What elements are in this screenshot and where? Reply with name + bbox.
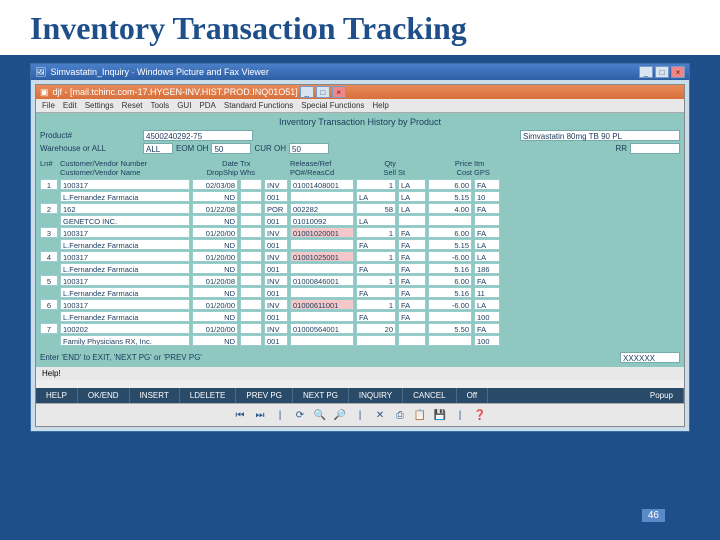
- close-button[interactable]: ×: [671, 66, 685, 78]
- table-subrow: GENETCO INC.ND00101010092LA: [40, 215, 680, 226]
- menubar: File Edit Settings Reset Tools GUI PDA Standard…: [36, 99, 684, 113]
- table-subrow: L.Fernandez FarmaciaND001LALA5.1510: [40, 191, 680, 202]
- inner-maximize-button[interactable]: □: [316, 86, 330, 98]
- inner-titlebar: ▣ djf - [mail.tchinc.com-17.HYGEN-INV.HI…: [36, 85, 684, 99]
- table-row[interactable]: 610031701/20/00INV010006110011FA-6.00LA: [40, 299, 680, 310]
- menu-gui[interactable]: GUI: [177, 101, 191, 110]
- help-insert[interactable]: INSERT: [130, 388, 180, 403]
- curoh-field: 50: [289, 143, 329, 154]
- inner-minimize-button[interactable]: _: [300, 86, 314, 98]
- help-next-pg[interactable]: NEXT PG: [293, 388, 349, 403]
- prompt-input[interactable]: XXXXXX: [620, 352, 680, 363]
- col-trx: Trx Whs: [240, 159, 262, 177]
- table-subrow: Family Physicians RX, Inc.ND001100: [40, 335, 680, 346]
- help-ldelete[interactable]: LDELETE: [180, 388, 237, 403]
- menu-special-functions[interactable]: Special Functions: [301, 101, 364, 110]
- table-subrow: L.Fernandez FarmaciaND001FAFA5.1611: [40, 287, 680, 298]
- eomoh-label: EOM OH: [176, 144, 208, 153]
- slide-title: Inventory Transaction Tracking: [0, 0, 720, 55]
- col-cust: Customer/Vendor Number Customer/Vendor N…: [60, 159, 190, 177]
- slide-number: 46: [642, 509, 665, 522]
- product-number-field[interactable]: 4500240292-75: [143, 130, 253, 141]
- col-ln: Ln#: [40, 159, 58, 177]
- toolbar-icon-0[interactable]: ⏮: [233, 408, 247, 422]
- warehouse-field[interactable]: ALL: [143, 143, 173, 154]
- toolbar-icon-8[interactable]: ⎙: [393, 408, 407, 422]
- table-header: Ln# Customer/Vendor Number Customer/Vend…: [40, 157, 680, 179]
- table-row[interactable]: 310031701/20/00INV010010200011FA6.00FA: [40, 227, 680, 238]
- toolbar-icon-1[interactable]: ⏭: [253, 408, 267, 422]
- eomoh-field: 50: [211, 143, 251, 154]
- outer-titlebar: 🖼 Simvastatin_Inquiry · Windows Picture …: [31, 64, 689, 80]
- table-row[interactable]: 410031701/20/00INV010010250011FA-6.00LA: [40, 251, 680, 262]
- col-date: Date DropShip: [192, 159, 238, 177]
- product-label: Product#: [40, 131, 140, 140]
- help-prev-pg[interactable]: PREV PG: [236, 388, 293, 403]
- toolbar-icon-12[interactable]: ❓: [473, 408, 487, 422]
- toolbar-icon-4[interactable]: 🔍: [313, 408, 327, 422]
- help-ok-end[interactable]: OK/END: [78, 388, 130, 403]
- inner-window-title: djf - [mail.tchinc.com-17.HYGEN-INV.HIST…: [53, 87, 298, 97]
- toolbar-icon-7[interactable]: ✕: [373, 408, 387, 422]
- menu-settings[interactable]: Settings: [85, 101, 114, 110]
- minimize-button[interactable]: _: [639, 66, 653, 78]
- help-off[interactable]: Off: [457, 388, 489, 403]
- table-row[interactable]: 710020201/20/00INV01000564001205.50FA: [40, 323, 680, 334]
- footer-prompt: Enter 'END' to EXIT, 'NEXT PG' or 'PREV …: [40, 352, 680, 363]
- menu-help[interactable]: Help: [372, 101, 388, 110]
- viewer-toolbar: ⏮ ⏭ | ⟳ 🔍 🔎 | ✕ ⎙ 📋 💾 | ❓: [36, 403, 684, 426]
- help-popup[interactable]: Popup: [640, 388, 684, 403]
- product-row: Product# 4500240292-75 Simvastatin 80mg …: [40, 130, 680, 141]
- help-label: Help!: [36, 367, 684, 380]
- rr-field: [630, 143, 680, 154]
- toolbar-icon-5[interactable]: 🔎: [333, 408, 347, 422]
- inner-window: ▣ djf - [mail.tchinc.com-17.HYGEN-INV.HI…: [35, 84, 685, 427]
- warehouse-label: Warehouse or ALL: [40, 144, 140, 153]
- help-cancel[interactable]: CANCEL: [403, 388, 456, 403]
- help-help[interactable]: HELP: [36, 388, 78, 403]
- toolbar-icon-3[interactable]: ⟳: [293, 408, 307, 422]
- table-body: 110031702/03/08INV010014080011LA6.00FAL.…: [40, 179, 680, 346]
- col-price: Price Cost: [428, 159, 472, 177]
- outer-window-title: Simvastatin_Inquiry · Windows Picture an…: [50, 67, 268, 77]
- history-table: Ln# Customer/Vendor Number Customer/Vend…: [40, 157, 680, 346]
- col-qty: Qty Sell: [356, 159, 396, 177]
- table-row[interactable]: 216201/22/08POR00228258LA4.00FA: [40, 203, 680, 214]
- app-icon: 🖼: [35, 67, 46, 78]
- help-inquiry[interactable]: INQUIRY: [349, 388, 403, 403]
- col-st: St: [398, 159, 426, 177]
- outer-window: 🖼 Simvastatin_Inquiry · Windows Picture …: [30, 63, 690, 432]
- menu-standard-functions[interactable]: Standard Functions: [224, 101, 293, 110]
- menu-file[interactable]: File: [42, 101, 55, 110]
- col-itm: Itm GPS: [474, 159, 500, 177]
- table-row[interactable]: 510031701/20/08INV010008460011FA6.00FA: [40, 275, 680, 286]
- screen-heading: Inventory Transaction History by Product: [40, 117, 680, 127]
- table-subrow: L.Fernandez FarmaciaND001FAFA5.16186: [40, 263, 680, 274]
- inner-close-button[interactable]: ×: [332, 86, 346, 98]
- warehouse-row: Warehouse or ALL ALL EOM OH 50 CUR OH 50…: [40, 143, 680, 154]
- inner-app-icon: ▣: [40, 87, 49, 98]
- table-subrow: L.Fernandez FarmaciaND001FAFA100: [40, 311, 680, 322]
- toolbar-icon-10[interactable]: 💾: [433, 408, 447, 422]
- maximize-button[interactable]: □: [655, 66, 669, 78]
- menu-reset[interactable]: Reset: [122, 101, 143, 110]
- toolbar-icon-2: |: [273, 408, 287, 422]
- menu-tools[interactable]: Tools: [151, 101, 170, 110]
- table-row[interactable]: 110031702/03/08INV010014080011LA6.00FA: [40, 179, 680, 190]
- table-subrow: L.Fernandez FarmaciaND001FAFA5.15LA: [40, 239, 680, 250]
- toolbar-icon-6: |: [353, 408, 367, 422]
- prompt-text: Enter 'END' to EXIT, 'NEXT PG' or 'PREV …: [40, 353, 202, 362]
- screen-content: Inventory Transaction History by Product…: [36, 113, 684, 367]
- menu-pda[interactable]: PDA: [199, 101, 215, 110]
- rr-label: RR: [615, 144, 627, 153]
- product-desc-field: Simvastatin 80mg TB 90 PL: [520, 130, 680, 141]
- help-bar: HELPOK/ENDINSERTLDELETEPREV PGNEXT PGINQ…: [36, 388, 684, 403]
- col-ref: Release/Ref PO#/ReasCd: [290, 159, 354, 177]
- curoh-label: CUR OH: [254, 144, 286, 153]
- toolbar-icon-11: |: [453, 408, 467, 422]
- toolbar-icon-9[interactable]: 📋: [413, 408, 427, 422]
- menu-edit[interactable]: Edit: [63, 101, 77, 110]
